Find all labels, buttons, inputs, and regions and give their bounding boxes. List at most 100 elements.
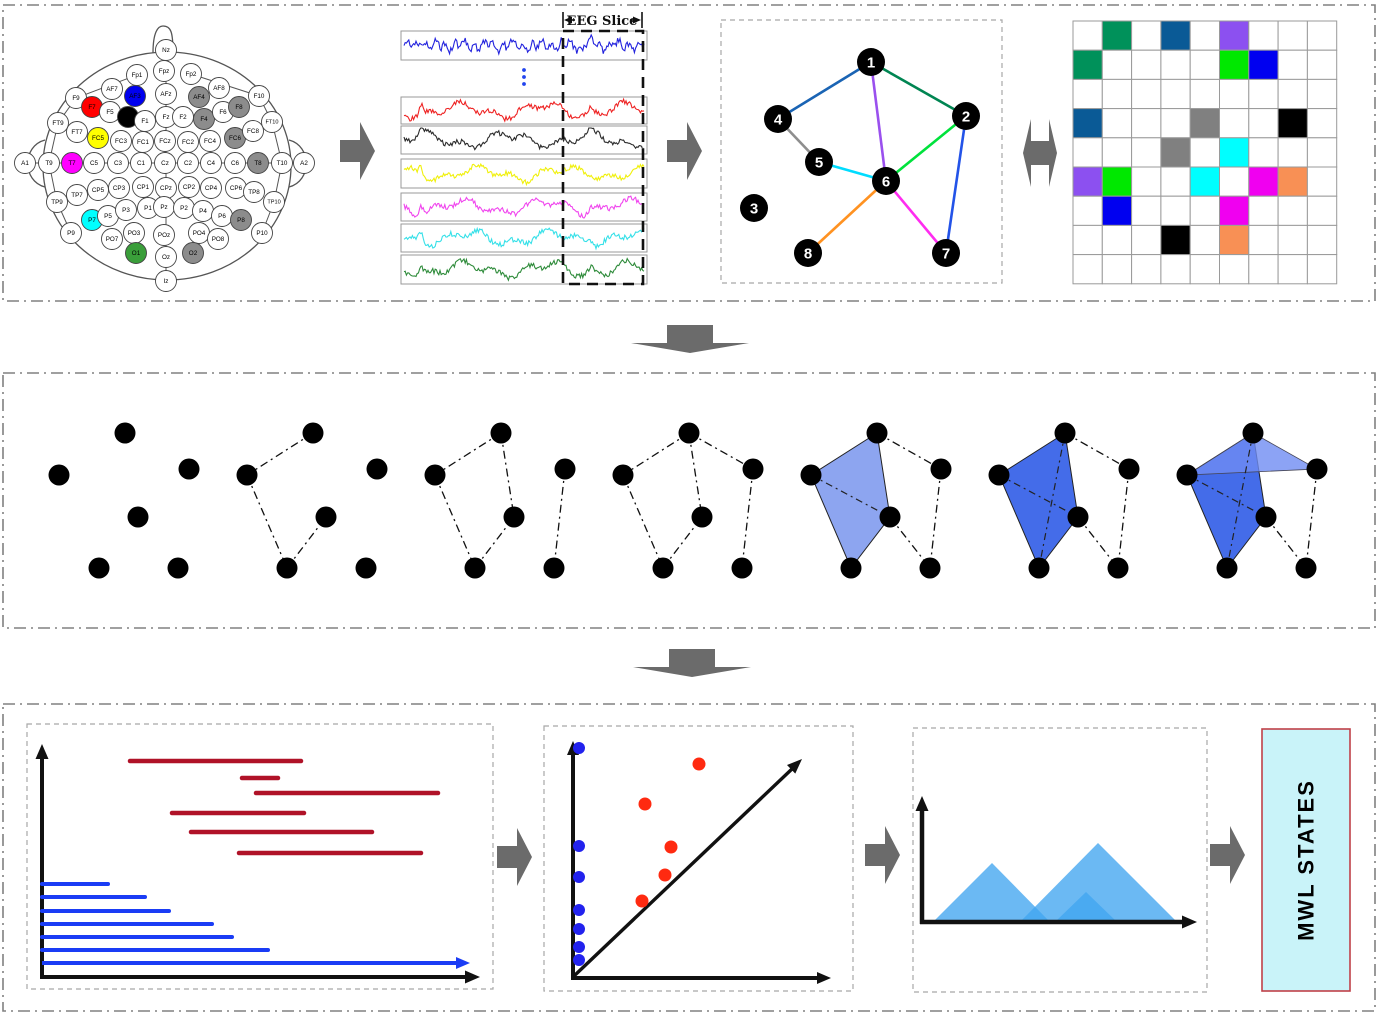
- svg-text:O1: O1: [132, 250, 141, 257]
- svg-text:AF4: AF4: [193, 94, 205, 101]
- point-cloud-dot: [691, 506, 713, 528]
- svg-text:1: 1: [867, 55, 875, 72]
- filtration-edge: [1117, 468, 1130, 569]
- matrix-cell-1-8: [1306, 49, 1338, 80]
- filled-simplex: [998, 432, 1079, 569]
- svg-text:P5: P5: [104, 213, 112, 220]
- pd-panel-border: [543, 725, 854, 992]
- pd-diagonal-arrowhead: [786, 759, 802, 774]
- svg-text:FC6: FC6: [229, 135, 241, 142]
- filtration-step-5: [800, 422, 952, 579]
- electrode-F8: F8: [228, 96, 250, 118]
- matrix-cell-1-4: [1189, 49, 1220, 80]
- matrix-cell-5-7: [1277, 166, 1308, 197]
- electrode-C5: C5: [83, 152, 105, 174]
- matrix-cell-0-4: [1189, 20, 1220, 51]
- matrix-cell-3-8: [1306, 108, 1338, 139]
- row-borders: [2, 4, 1376, 1012]
- electrode-P6: P6: [211, 205, 233, 227]
- point-cloud-dot: [840, 557, 862, 579]
- pd-point-h1: [638, 797, 652, 811]
- svg-text:TP8: TP8: [248, 189, 260, 196]
- svg-text:CP6: CP6: [230, 185, 243, 192]
- persistence-barcode-panel: [26, 723, 494, 990]
- pd-point-h1: [664, 840, 678, 854]
- point-cloud-dot: [866, 422, 888, 444]
- electrode-FC2: FC2: [177, 131, 199, 153]
- pd-point-h1: [692, 757, 706, 771]
- svg-text:FC1: FC1: [137, 139, 149, 146]
- svg-text:O2: O2: [189, 250, 198, 257]
- electrode-POz: POz: [153, 224, 175, 246]
- filtration-edge: [434, 474, 476, 569]
- filtration-step-2: [236, 422, 388, 579]
- electrode-AF8: AF8: [208, 77, 230, 99]
- eeg-trace-box: [400, 125, 648, 155]
- point-cloud-dot: [355, 557, 377, 579]
- electrode-T9: T9: [38, 152, 60, 174]
- matrix-cell-2-0: [1072, 78, 1103, 110]
- nose-shape: [152, 25, 174, 54]
- matrix-cell-4-2: [1131, 137, 1162, 168]
- graph-edge-6-7: [885, 180, 947, 254]
- filled-simplex: [810, 432, 891, 569]
- pd-point-h0: [573, 941, 585, 953]
- svg-text:FC3: FC3: [115, 138, 127, 145]
- svg-text:AF3: AF3: [129, 93, 141, 100]
- filtration-row: [48, 422, 1328, 579]
- matrix-cell-4-1: [1101, 137, 1133, 168]
- eeg-trace-6: [403, 226, 645, 251]
- point-cloud-dot: [612, 464, 634, 486]
- simplex-inner-edge: [998, 474, 1079, 518]
- electrode-FT7: FT7: [66, 121, 88, 143]
- matrix-cell-2-7: [1277, 78, 1308, 110]
- matrix-cell-6-6: [1248, 195, 1279, 226]
- svg-text:C3: C3: [114, 160, 123, 167]
- point-cloud-dot: [800, 464, 822, 486]
- electrode-FC1: FC1: [132, 131, 154, 153]
- point-cloud-dot: [1242, 422, 1264, 444]
- matrix-cell-1-7: [1277, 49, 1308, 80]
- filtration-edge: [1077, 516, 1119, 569]
- svg-text:TP10: TP10: [267, 200, 280, 206]
- point-cloud-dot: [1176, 464, 1198, 486]
- simplex-inner-edge: [1186, 474, 1267, 518]
- electrode-Cz: Cz: [154, 152, 176, 174]
- svg-text:FC4: FC4: [204, 138, 216, 145]
- svg-text:Nz: Nz: [162, 47, 170, 54]
- matrix-cell-8-1: [1101, 254, 1133, 285]
- graph-edge-1-6: [869, 61, 888, 182]
- svg-text:CP1: CP1: [137, 184, 150, 191]
- electrode-F7: F7: [81, 96, 103, 118]
- matrix-cell-2-5: [1219, 78, 1250, 110]
- pd-x-arrowhead: [817, 972, 831, 984]
- eeg-montage-panel: Nz Fp1 Fpz Fp2 AF7 AF3 AFz AF4 AF8 F9 F7 F5 F3 F1 Fz F2…: [14, 25, 315, 292]
- flow-arrow-right: [1210, 826, 1245, 884]
- graph-node-5: 5: [805, 148, 833, 176]
- svg-text:C1: C1: [137, 160, 146, 167]
- filtration-edge: [741, 468, 754, 569]
- matrix-cell-4-3: [1160, 137, 1191, 168]
- matrix-cell-4-4: [1189, 137, 1220, 168]
- electrode-Pz: Pz: [153, 196, 175, 218]
- svg-text:5: 5: [815, 155, 823, 172]
- svg-text:2: 2: [962, 109, 970, 126]
- electrode-Iz: Iz: [155, 270, 177, 292]
- matrix-cell-4-0: [1072, 137, 1103, 168]
- point-cloud-dot: [554, 458, 576, 480]
- electrode-P3: P3: [115, 199, 137, 221]
- eeg-trace-box: [400, 30, 648, 61]
- pd-point-h0: [573, 954, 585, 966]
- electrode-FT10: FT10: [261, 111, 283, 133]
- graph-node-4: 4: [764, 105, 792, 133]
- matrix-cell-6-4: [1189, 195, 1220, 226]
- matrix-cell-6-0: [1072, 195, 1103, 226]
- electrode-P9: P9: [60, 222, 82, 244]
- svg-text:Iz: Iz: [164, 278, 169, 285]
- svg-text:T7: T7: [68, 160, 76, 167]
- matrix-cell-3-2: [1131, 108, 1162, 139]
- point-cloud-dot: [543, 557, 565, 579]
- point-cloud-dot: [127, 506, 149, 528]
- electrode-FC3: FC3: [110, 130, 132, 152]
